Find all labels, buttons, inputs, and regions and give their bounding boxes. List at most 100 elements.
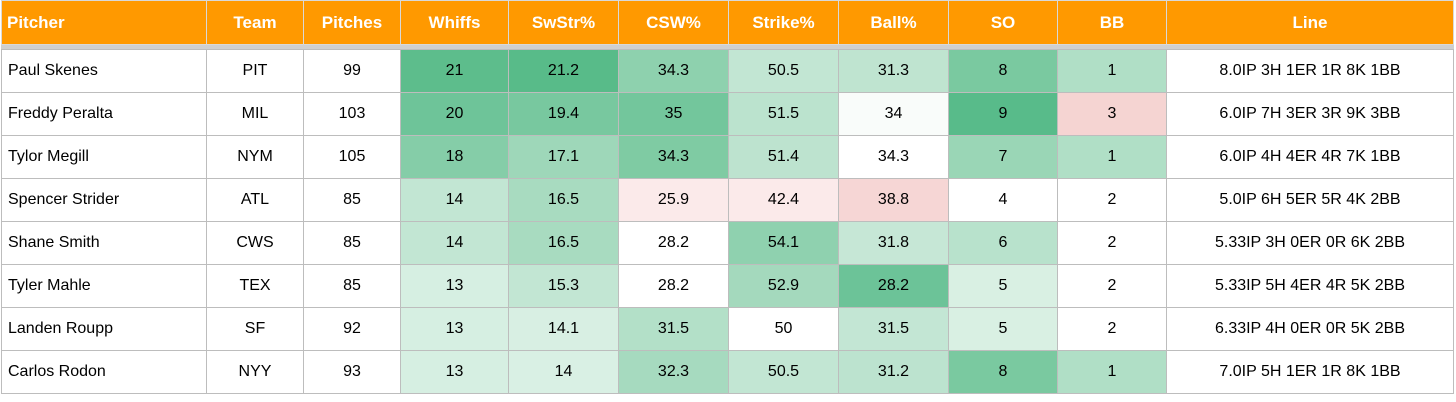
cell-so[interactable]: 4 <box>948 178 1058 222</box>
cell-so[interactable]: 8 <box>948 49 1058 93</box>
cell-team[interactable]: SF <box>206 307 304 351</box>
cell-team[interactable]: NYY <box>206 350 304 394</box>
header-strike-pct[interactable]: Strike% <box>728 0 839 45</box>
cell-line[interactable]: 6.0IP 4H 4ER 4R 7K 1BB <box>1166 135 1454 179</box>
cell-swstr[interactable]: 16.5 <box>508 178 619 222</box>
table-row: Tyler Mahle TEX 85 13 15.3 28.2 52.9 28.2 5 2 5.33… <box>1 264 1454 308</box>
cell-swstr[interactable]: 15.3 <box>508 264 619 308</box>
cell-ball-pct[interactable]: 28.2 <box>838 264 949 308</box>
cell-csw[interactable]: 34.3 <box>618 49 729 93</box>
cell-pitcher[interactable]: Spencer Strider <box>1 178 207 222</box>
cell-pitches[interactable]: 99 <box>303 49 401 93</box>
cell-pitcher[interactable]: Paul Skenes <box>1 49 207 93</box>
cell-swstr[interactable]: 21.2 <box>508 49 619 93</box>
cell-whiffs[interactable]: 21 <box>400 49 509 93</box>
header-pitches[interactable]: Pitches <box>303 0 401 45</box>
cell-line[interactable]: 6.33IP 4H 0ER 0R 5K 2BB <box>1166 307 1454 351</box>
header-bb[interactable]: BB <box>1057 0 1167 45</box>
cell-ball-pct[interactable]: 31.2 <box>838 350 949 394</box>
cell-so[interactable]: 5 <box>948 264 1058 308</box>
cell-whiffs[interactable]: 20 <box>400 92 509 136</box>
cell-strike-pct[interactable]: 52.9 <box>728 264 839 308</box>
header-pitcher[interactable]: Pitcher <box>1 0 207 45</box>
cell-swstr[interactable]: 16.5 <box>508 221 619 265</box>
cell-bb[interactable]: 1 <box>1057 350 1167 394</box>
cell-whiffs[interactable]: 13 <box>400 307 509 351</box>
cell-whiffs[interactable]: 18 <box>400 135 509 179</box>
cell-team[interactable]: ATL <box>206 178 304 222</box>
cell-bb[interactable]: 2 <box>1057 178 1167 222</box>
cell-pitcher[interactable]: Tyler Mahle <box>1 264 207 308</box>
cell-line[interactable]: 5.33IP 5H 4ER 4R 5K 2BB <box>1166 264 1454 308</box>
cell-so[interactable]: 5 <box>948 307 1058 351</box>
cell-whiffs[interactable]: 14 <box>400 221 509 265</box>
cell-pitches[interactable]: 93 <box>303 350 401 394</box>
cell-bb[interactable]: 3 <box>1057 92 1167 136</box>
cell-pitcher[interactable]: Landen Roupp <box>1 307 207 351</box>
cell-bb[interactable]: 2 <box>1057 264 1167 308</box>
cell-line[interactable]: 5.33IP 3H 0ER 0R 6K 2BB <box>1166 221 1454 265</box>
cell-whiffs[interactable]: 14 <box>400 178 509 222</box>
cell-so[interactable]: 8 <box>948 350 1058 394</box>
header-swstr[interactable]: SwStr% <box>508 0 619 45</box>
cell-ball-pct[interactable]: 31.5 <box>838 307 949 351</box>
cell-line[interactable]: 5.0IP 6H 5ER 5R 4K 2BB <box>1166 178 1454 222</box>
cell-ball-pct[interactable]: 31.8 <box>838 221 949 265</box>
cell-strike-pct[interactable]: 50 <box>728 307 839 351</box>
cell-csw[interactable]: 28.2 <box>618 221 729 265</box>
cell-so[interactable]: 7 <box>948 135 1058 179</box>
cell-strike-pct[interactable]: 51.5 <box>728 92 839 136</box>
cell-csw[interactable]: 25.9 <box>618 178 729 222</box>
header-csw[interactable]: CSW% <box>618 0 729 45</box>
cell-strike-pct[interactable]: 42.4 <box>728 178 839 222</box>
cell-swstr[interactable]: 14 <box>508 350 619 394</box>
header-ball-pct[interactable]: Ball% <box>838 0 949 45</box>
cell-pitcher[interactable]: Carlos Rodon <box>1 350 207 394</box>
cell-csw[interactable]: 28.2 <box>618 264 729 308</box>
cell-pitches[interactable]: 92 <box>303 307 401 351</box>
cell-ball-pct[interactable]: 34.3 <box>838 135 949 179</box>
cell-pitches[interactable]: 85 <box>303 264 401 308</box>
header-line[interactable]: Line <box>1166 0 1454 45</box>
header-team[interactable]: Team <box>206 0 304 45</box>
cell-pitches[interactable]: 85 <box>303 178 401 222</box>
cell-line[interactable]: 8.0IP 3H 1ER 1R 8K 1BB <box>1166 49 1454 93</box>
cell-strike-pct[interactable]: 50.5 <box>728 350 839 394</box>
cell-pitcher[interactable]: Freddy Peralta <box>1 92 207 136</box>
cell-pitches[interactable]: 103 <box>303 92 401 136</box>
cell-bb[interactable]: 1 <box>1057 135 1167 179</box>
cell-pitcher[interactable]: Shane Smith <box>1 221 207 265</box>
cell-bb[interactable]: 2 <box>1057 221 1167 265</box>
cell-csw[interactable]: 32.3 <box>618 350 729 394</box>
cell-csw[interactable]: 35 <box>618 92 729 136</box>
cell-so[interactable]: 6 <box>948 221 1058 265</box>
cell-line[interactable]: 6.0IP 7H 3ER 3R 9K 3BB <box>1166 92 1454 136</box>
cell-team[interactable]: CWS <box>206 221 304 265</box>
cell-bb[interactable]: 2 <box>1057 307 1167 351</box>
cell-strike-pct[interactable]: 50.5 <box>728 49 839 93</box>
header-so[interactable]: SO <box>948 0 1058 45</box>
cell-bb[interactable]: 1 <box>1057 49 1167 93</box>
cell-strike-pct[interactable]: 51.4 <box>728 135 839 179</box>
cell-ball-pct[interactable]: 31.3 <box>838 49 949 93</box>
cell-line[interactable]: 7.0IP 5H 1ER 1R 8K 1BB <box>1166 350 1454 394</box>
cell-whiffs[interactable]: 13 <box>400 350 509 394</box>
cell-swstr[interactable]: 19.4 <box>508 92 619 136</box>
cell-team[interactable]: TEX <box>206 264 304 308</box>
cell-swstr[interactable]: 17.1 <box>508 135 619 179</box>
cell-csw[interactable]: 34.3 <box>618 135 729 179</box>
cell-pitcher[interactable]: Tylor Megill <box>1 135 207 179</box>
cell-team[interactable]: PIT <box>206 49 304 93</box>
cell-team[interactable]: MIL <box>206 92 304 136</box>
cell-so[interactable]: 9 <box>948 92 1058 136</box>
cell-ball-pct[interactable]: 38.8 <box>838 178 949 222</box>
cell-pitches[interactable]: 105 <box>303 135 401 179</box>
cell-whiffs[interactable]: 13 <box>400 264 509 308</box>
cell-strike-pct[interactable]: 54.1 <box>728 221 839 265</box>
cell-pitches[interactable]: 85 <box>303 221 401 265</box>
cell-ball-pct[interactable]: 34 <box>838 92 949 136</box>
cell-csw[interactable]: 31.5 <box>618 307 729 351</box>
header-whiffs[interactable]: Whiffs <box>400 0 509 45</box>
cell-swstr[interactable]: 14.1 <box>508 307 619 351</box>
cell-team[interactable]: NYM <box>206 135 304 179</box>
